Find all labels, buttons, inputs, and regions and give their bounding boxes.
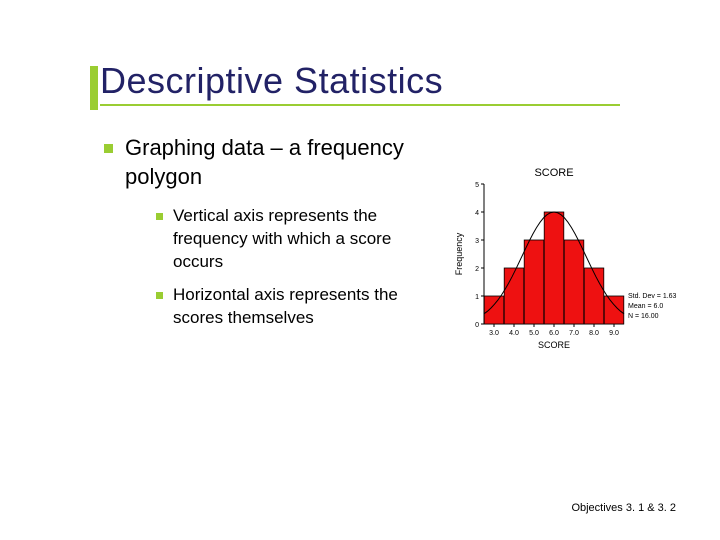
title-accent-bar — [90, 66, 98, 110]
bullet-level2: Horizontal axis represents the scores th… — [156, 284, 434, 330]
bullet-heading: Graphing data – a frequency polygon — [125, 134, 434, 191]
svg-text:N = 16.00: N = 16.00 — [628, 313, 659, 320]
bullet-sub-1: Vertical axis represents the frequency w… — [173, 205, 403, 274]
svg-text:8.0: 8.0 — [589, 330, 599, 337]
svg-text:5.0: 5.0 — [529, 330, 539, 337]
square-bullet-icon — [104, 144, 113, 153]
svg-text:Frequency: Frequency — [454, 232, 464, 275]
content-row: Graphing data – a frequency polygon Vert… — [60, 134, 680, 359]
title-block: Descriptive Statistics — [100, 60, 680, 106]
svg-text:Std. Dev = 1.63: Std. Dev = 1.63 — [628, 293, 677, 300]
text-column: Graphing data – a frequency polygon Vert… — [60, 134, 434, 340]
slide: Descriptive Statistics Graphing data – a… — [0, 0, 720, 540]
svg-text:0: 0 — [475, 322, 479, 329]
svg-text:SCORE: SCORE — [534, 167, 573, 179]
chart-column: SCORE 0 1 2 3 4 5 3.0 4.0 5.0 6.0 7.0 8.0 9.0 Frequenc… — [450, 134, 680, 359]
bullet-sub-2: Horizontal axis represents the scores th… — [173, 284, 403, 330]
square-bullet-icon — [156, 292, 163, 299]
svg-text:Mean = 6.0: Mean = 6.0 — [628, 303, 663, 310]
svg-text:7.0: 7.0 — [569, 330, 579, 337]
svg-text:5: 5 — [475, 182, 479, 189]
svg-text:4: 4 — [475, 210, 479, 217]
bullet-level2: Vertical axis represents the frequency w… — [156, 205, 434, 274]
svg-text:9.0: 9.0 — [609, 330, 619, 337]
slide-title: Descriptive Statistics — [100, 60, 620, 106]
square-bullet-icon — [156, 213, 163, 220]
svg-text:4.0: 4.0 — [509, 330, 519, 337]
bullet-level1: Graphing data – a frequency polygon — [104, 134, 434, 191]
svg-text:3.0: 3.0 — [489, 330, 499, 337]
svg-text:6.0: 6.0 — [549, 330, 559, 337]
svg-text:2: 2 — [475, 266, 479, 273]
frequency-polygon-chart: SCORE 0 1 2 3 4 5 3.0 4.0 5.0 6.0 7.0 8.0 9.0 Frequenc… — [450, 154, 680, 354]
svg-text:3: 3 — [475, 238, 479, 245]
svg-text:SCORE: SCORE — [538, 340, 570, 350]
svg-text:1: 1 — [475, 294, 479, 301]
footer-objectives: Objectives 3. 1 & 3. 2 — [571, 502, 676, 514]
